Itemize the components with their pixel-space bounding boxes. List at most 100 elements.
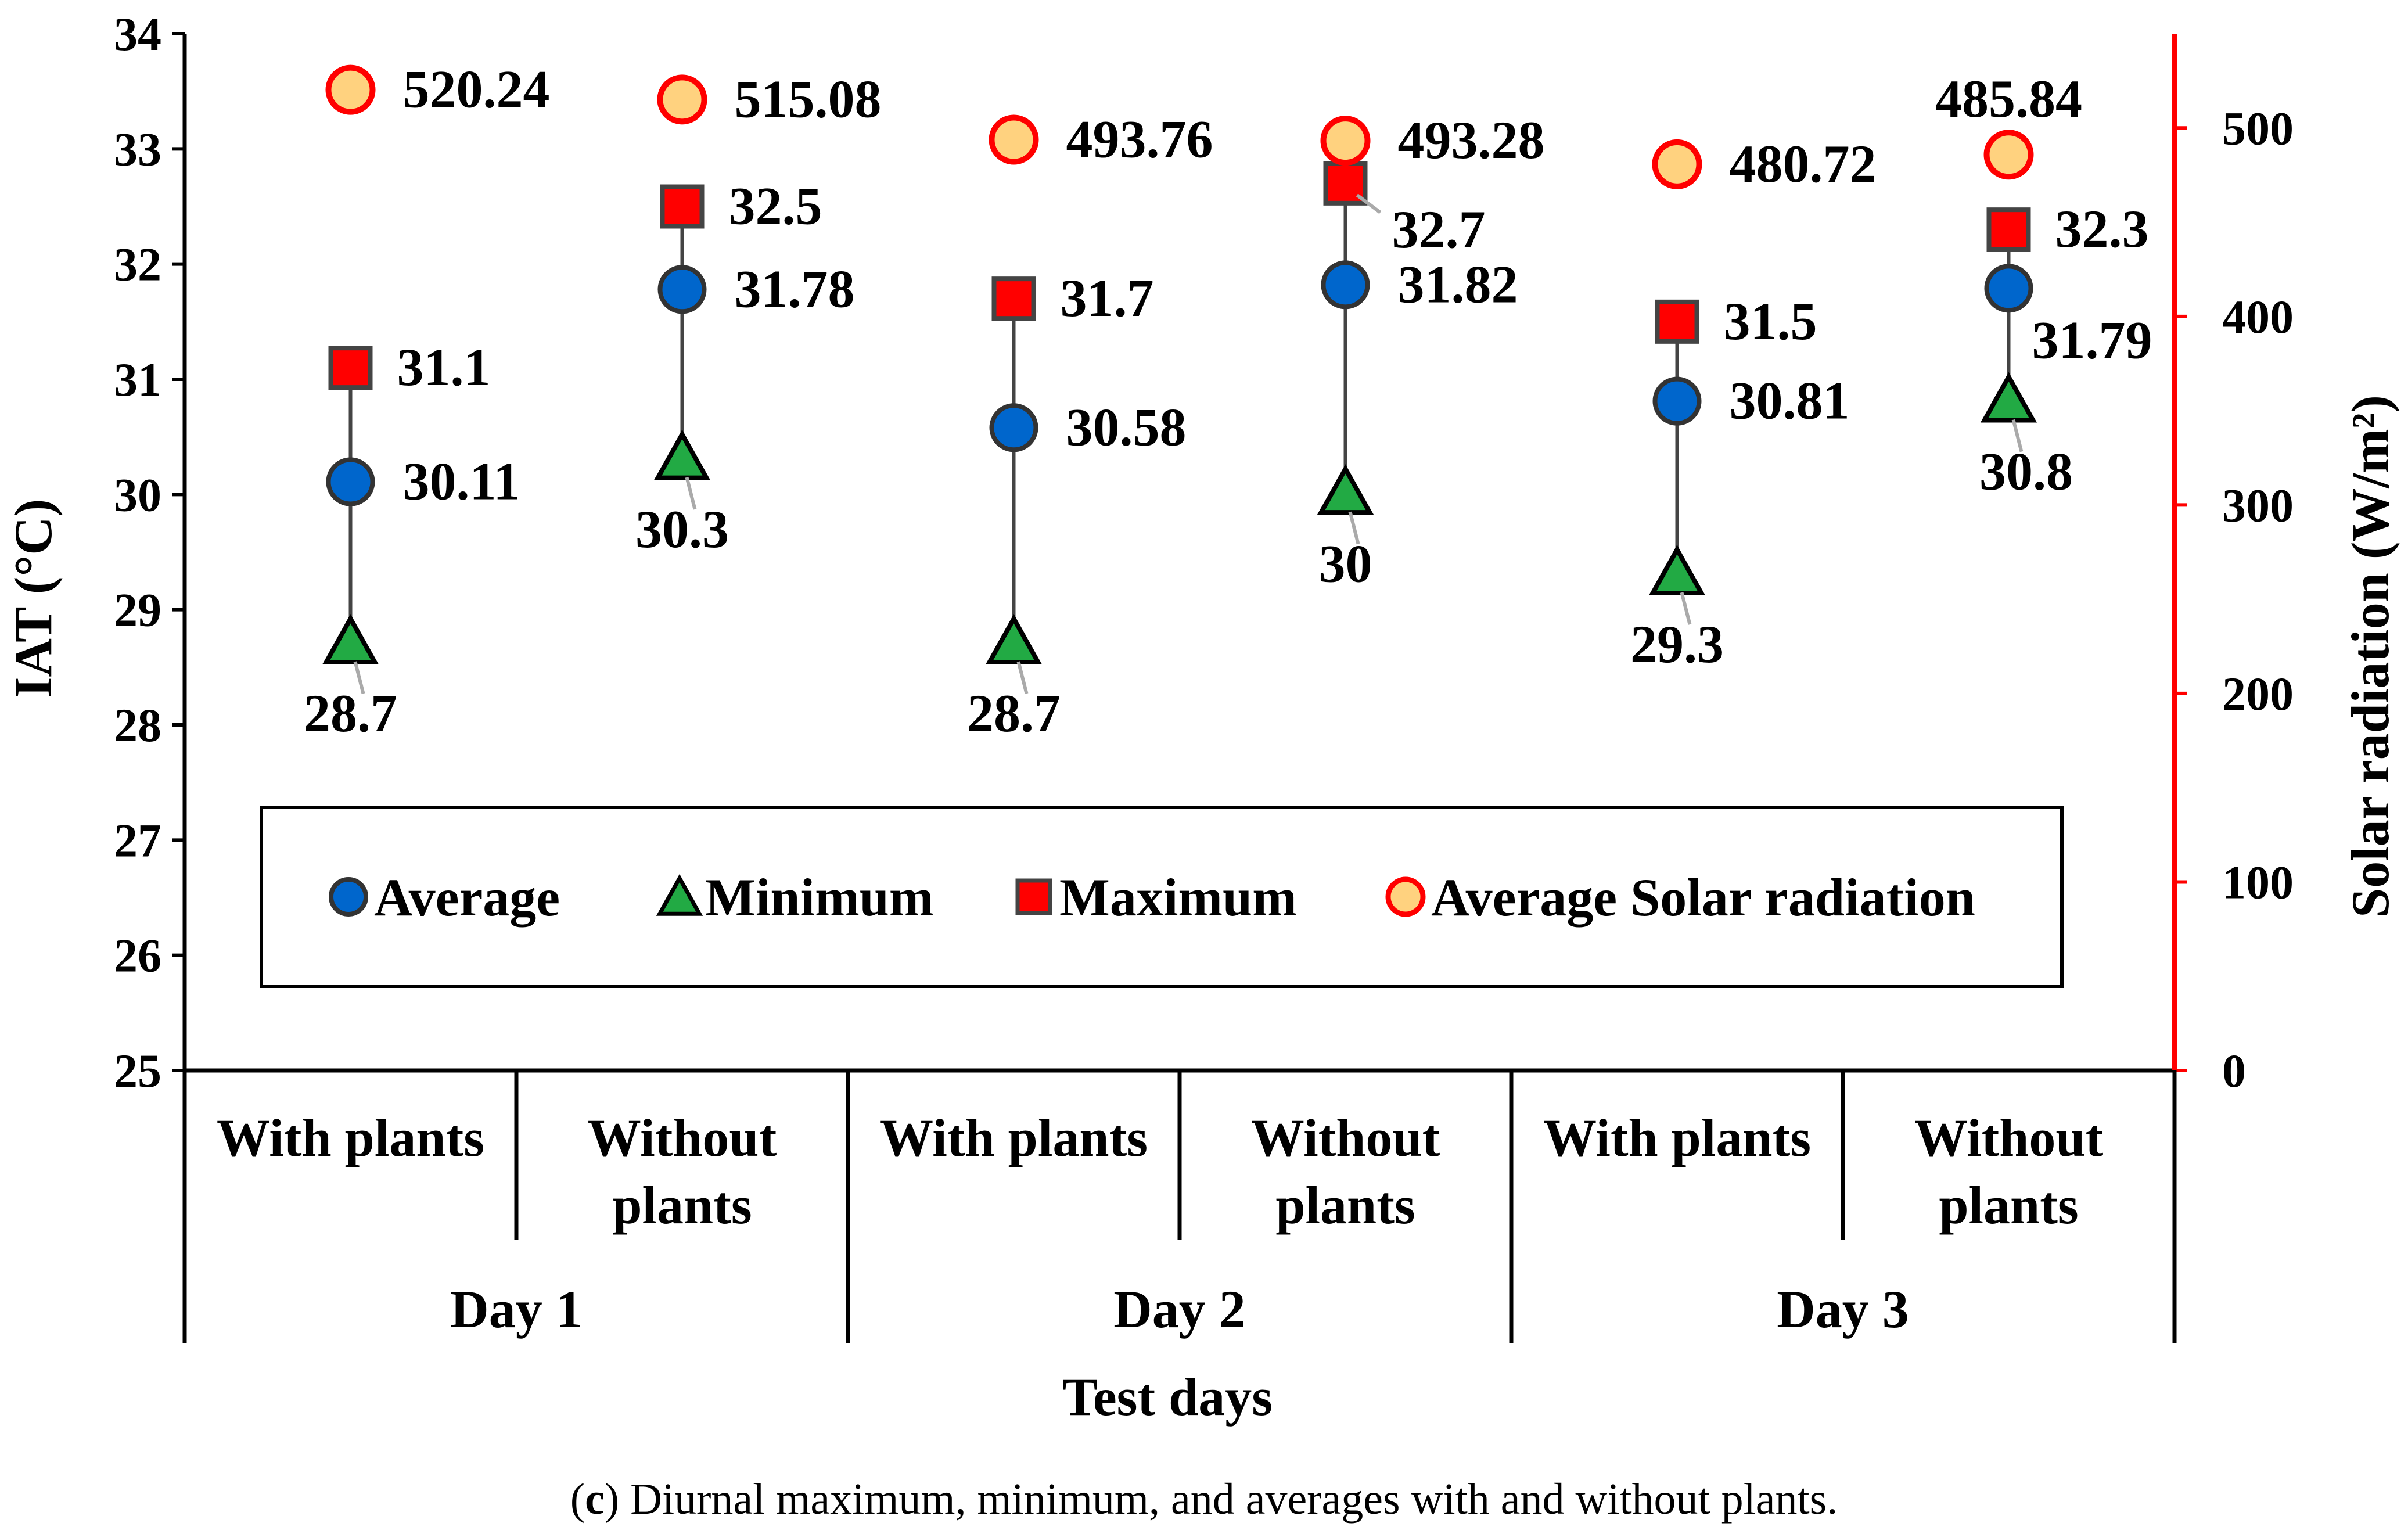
solar-marker (1983, 130, 2034, 180)
min-marker (1648, 544, 1706, 595)
category-label: With plants (1543, 1108, 1811, 1167)
y-tick-label: 26 (114, 929, 161, 982)
solar-marker (325, 64, 376, 115)
y-tick-label: 25 (114, 1044, 161, 1097)
legend-box (260, 806, 2064, 988)
min-leader (1016, 661, 1029, 694)
y2-tick-label: 200 (2222, 667, 2294, 720)
x-axis-title: Test days (1062, 1367, 1273, 1427)
min-value-label: 30 (1319, 534, 1372, 593)
legend-entry-label: Average (374, 868, 560, 927)
average-value-label: 31.82 (1398, 254, 1518, 314)
max-value-label: 32.5 (729, 177, 822, 236)
max-marker (1655, 299, 1699, 344)
y-tick-label: 29 (114, 584, 161, 637)
solar-value-label: 493.76 (1066, 110, 1213, 169)
y-tick-label: 28 (114, 699, 161, 752)
average-marker (1652, 376, 1702, 426)
average-marker (326, 457, 375, 506)
group-label: Day 2 (1113, 1280, 1245, 1339)
average-value-label: 30.81 (1730, 371, 1850, 430)
y2-tick-label: 400 (2222, 290, 2294, 343)
min-marker (322, 613, 379, 664)
max-value-label: 32.3 (2055, 199, 2149, 258)
min-leader (353, 661, 365, 694)
solar-marker (657, 74, 707, 125)
average-value-label: 30.58 (1066, 397, 1187, 457)
group-label: Day 1 (450, 1280, 582, 1339)
solar-value-label: 515.08 (735, 69, 882, 128)
min-marker (653, 429, 711, 480)
average-marker (989, 403, 1038, 452)
min-value-label: 30.8 (1979, 442, 2073, 501)
average-value-label: 30.11 (403, 452, 520, 511)
category-label: Without (588, 1108, 777, 1167)
max-leader (1356, 193, 1382, 214)
y2-tick-label: 500 (2222, 102, 2294, 155)
y2-tick-label: 100 (2222, 856, 2294, 908)
min-value-label: 30.3 (635, 500, 729, 559)
category-label: With plants (217, 1108, 484, 1167)
average-value-label: 31.78 (735, 259, 855, 318)
legend-minimum-icon (656, 874, 703, 916)
data-labels: 28.7 31.1 30.11 520.24 30.3 32.5 31.78 515.08 28… (304, 60, 2152, 743)
caption-text: Diurnal maximum, minimum, and averages w… (630, 1475, 1838, 1524)
legend: Average Minimum Maximum Average Solar radia… (260, 806, 2064, 988)
legend-solar-icon (1385, 876, 1426, 917)
average-value-label: 31.79 (2032, 310, 2152, 369)
x-axis: With plants Without plants With plants Witho… (182, 1070, 2177, 1343)
min-leader (1348, 511, 1360, 545)
solar-value-label: 520.24 (403, 60, 550, 119)
min-leader (2011, 419, 2024, 452)
max-value-label: 31.1 (397, 337, 491, 397)
y-tick-label: 31 (114, 353, 161, 406)
max-value-label: 31.5 (1724, 292, 1817, 351)
max-marker (328, 346, 373, 390)
y-tick-label: 32 (114, 238, 161, 291)
caption-letter: c (585, 1475, 605, 1524)
min-marker (1317, 464, 1374, 515)
min-leader (1680, 592, 1692, 625)
max-marker (991, 276, 1036, 321)
max-value-label: 32.7 (1392, 200, 1486, 259)
figure-caption: (c) Diurnal maximum, minimum, and averag… (570, 1475, 1838, 1524)
category-label-line2: plants (1939, 1176, 2078, 1235)
category-label: With plants (880, 1108, 1148, 1167)
max-marker (1986, 207, 2031, 252)
category-label-line2: plants (612, 1176, 752, 1235)
group-label: Day 3 (1777, 1280, 1909, 1339)
solar-marker (1652, 139, 1702, 189)
y-tick-label: 30 (114, 468, 161, 521)
legend-maximum-icon (1015, 878, 1052, 915)
legend-entry-label: Maximum (1059, 868, 1297, 927)
average-marker (657, 265, 707, 314)
y2-tick-label: 300 (2222, 479, 2294, 531)
y-tick-label: 27 (114, 814, 161, 867)
y2-axis-title: Solar radiation (W/m²) (2341, 395, 2400, 918)
y-axis-title: IAT (°C) (3, 499, 63, 698)
solar-value-label: 485.84 (1935, 69, 2082, 128)
legend-entry-label: Average Solar radiation (1431, 868, 1975, 927)
min-marker (985, 613, 1043, 664)
average-marker (1321, 260, 1370, 310)
min-leader (685, 477, 697, 510)
max-marker (660, 184, 705, 229)
average-marker (1984, 264, 2033, 313)
legend-entry-label: Minimum (705, 868, 934, 927)
min-value-label: 28.7 (967, 684, 1061, 743)
min-value-label: 29.3 (1630, 615, 1724, 674)
y-tick-label: 34 (114, 8, 161, 60)
solar-marker (989, 114, 1039, 165)
solar-marker (1320, 116, 1371, 166)
solar-value-label: 493.28 (1398, 110, 1545, 170)
solar-value-label: 480.72 (1730, 134, 1877, 193)
min-marker (1980, 372, 2037, 423)
series-layer (322, 64, 2037, 664)
y-tick-label: 33 (114, 123, 161, 175)
max-value-label: 31.7 (1061, 268, 1154, 328)
min-value-label: 28.7 (304, 684, 397, 743)
category-label: Without (1914, 1108, 2104, 1167)
y2-tick-label: 0 (2222, 1044, 2246, 1097)
category-label-line2: plants (1275, 1176, 1415, 1235)
